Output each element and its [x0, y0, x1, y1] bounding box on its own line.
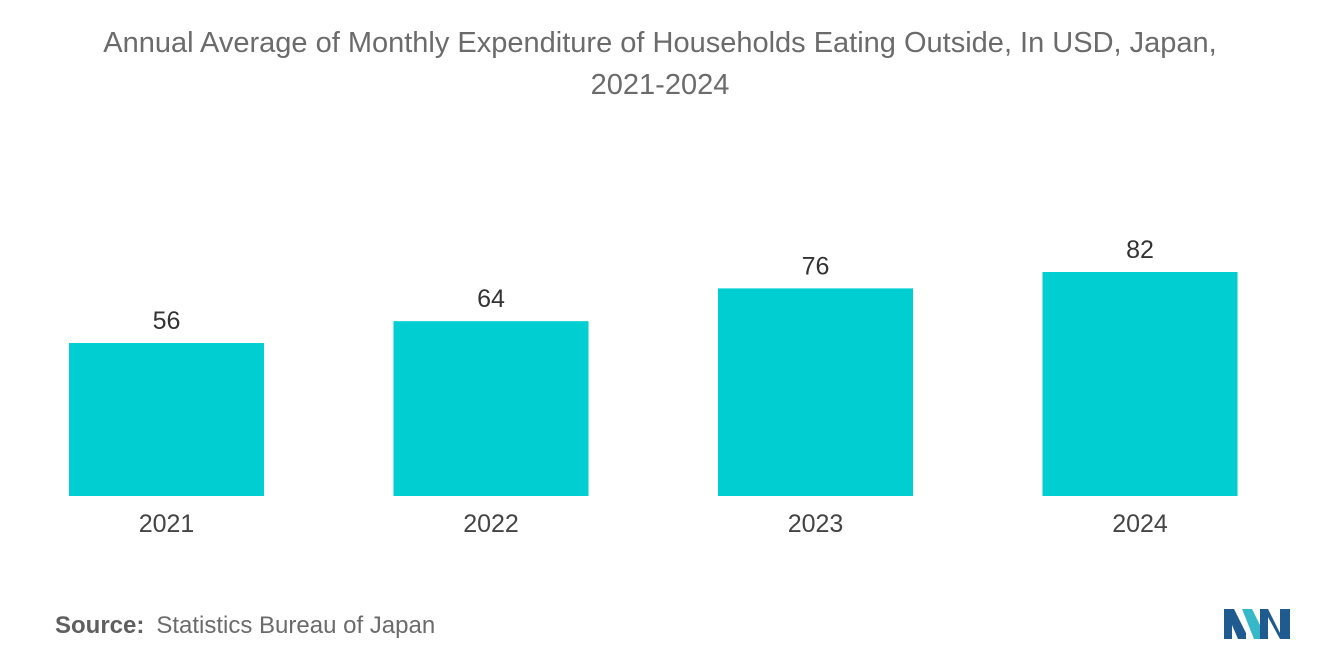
source-text: Statistics Bureau of Japan	[156, 612, 436, 639]
bar-2023	[718, 288, 913, 496]
source-label: Source:	[55, 612, 145, 639]
data-label-2023: 76	[802, 252, 830, 280]
x-tick-label-2024: 2024	[1112, 510, 1168, 538]
chart-title: Annual Average of Monthly Expenditure of…	[0, 22, 1320, 106]
data-label-2022: 64	[477, 285, 505, 313]
data-label-2024: 82	[1126, 236, 1154, 264]
x-tick-label-2022: 2022	[463, 510, 519, 538]
chart-title-line-2: 2021-2024	[590, 69, 730, 101]
bar-chart: 56 2021 64 2022 76 2023 82 2024	[69, 236, 1238, 538]
bar-2021	[69, 343, 264, 496]
bar-2024	[1042, 272, 1238, 496]
mordor-logo-icon	[1224, 609, 1290, 639]
source-note: Source: Statistics Bureau of Japan	[55, 612, 435, 640]
x-tick-label-2021: 2021	[139, 510, 195, 538]
bar-2022	[393, 321, 589, 496]
data-label-2021: 56	[153, 307, 181, 335]
chart-title-line-1: Annual Average of Monthly Expenditure of…	[103, 27, 1217, 59]
x-tick-label-2023: 2023	[788, 510, 844, 538]
